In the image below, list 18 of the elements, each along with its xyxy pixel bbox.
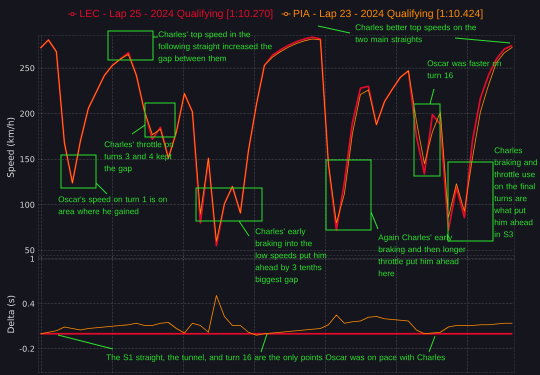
annotation: The S1 straight, the tunnel, and turn 16 are the only points Oscar was on pace with Charles [106, 354, 445, 362]
y-tick-label: 50 [25, 247, 34, 254]
annotation: Oscar's speed on turn 1 is on area where he gained [58, 196, 167, 216]
annotation: Charles better top speeds on the two main straights [355, 24, 476, 44]
y-tick-label: 200 [20, 110, 34, 117]
y-axis-title: Delta (s) [7, 296, 16, 333]
y-tick-label: 150 [20, 156, 34, 162]
y-tick-label: 1 [30, 256, 34, 262]
y-tick-label: -0.2 [20, 346, 34, 352]
annotation: Charles' early braking into the low speeds put him ahead by 3 tenths biggest gap [256, 228, 326, 284]
y-tick-label: 100 [20, 202, 34, 208]
y-axis-title: Speed (km/h) [6, 118, 16, 178]
legend-label: LEC - Lap 25 - 2024 Qualifying [1:10.270] [80, 9, 272, 20]
y-tick-label: 250 [20, 65, 34, 72]
annotation: Charles braking and throttle use on the final turns are what put him ahead in S3 [494, 147, 537, 238]
annotation: Charles' top speed in the following straight increased the gap between them [158, 31, 272, 63]
legend-label: PIA - Lap 23 - 2024 Qualifying [1:10.424] [294, 9, 482, 20]
y-tick-label: 0.4 [22, 300, 34, 307]
